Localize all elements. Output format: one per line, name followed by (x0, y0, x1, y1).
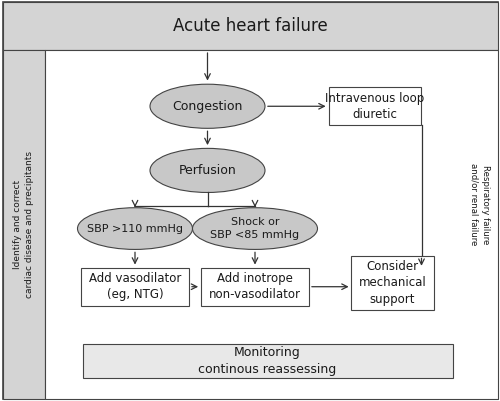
Ellipse shape (78, 208, 192, 249)
Text: Identify and correct
cardiac disease and precipitants: Identify and correct cardiac disease and… (13, 151, 34, 298)
FancyBboxPatch shape (82, 268, 189, 306)
Text: Consider
mechanical
support: Consider mechanical support (358, 260, 426, 306)
Text: Respiratory failure
and/or renal failure: Respiratory failure and/or renal failure (470, 163, 490, 246)
FancyBboxPatch shape (45, 50, 498, 399)
FancyBboxPatch shape (201, 268, 309, 306)
FancyBboxPatch shape (2, 50, 45, 399)
Ellipse shape (150, 148, 265, 192)
Ellipse shape (150, 84, 265, 128)
FancyBboxPatch shape (82, 344, 452, 378)
Text: Add inotrope
non-vasodilator: Add inotrope non-vasodilator (209, 272, 301, 302)
FancyBboxPatch shape (351, 256, 434, 310)
FancyBboxPatch shape (329, 87, 421, 125)
Text: SBP >110 mmHg: SBP >110 mmHg (87, 224, 183, 233)
Text: Congestion: Congestion (172, 100, 242, 113)
Text: Monitoring
continous reassessing: Monitoring continous reassessing (198, 346, 336, 376)
Text: Perfusion: Perfusion (178, 164, 236, 177)
Ellipse shape (192, 208, 318, 249)
Text: Acute heart failure: Acute heart failure (172, 17, 328, 35)
Text: Add vasodilator
(eg, NTG): Add vasodilator (eg, NTG) (89, 272, 181, 302)
FancyBboxPatch shape (2, 2, 498, 50)
Text: Shock or
SBP <85 mmHg: Shock or SBP <85 mmHg (210, 217, 300, 240)
Text: Intravenous loop
diuretic: Intravenous loop diuretic (326, 91, 424, 121)
